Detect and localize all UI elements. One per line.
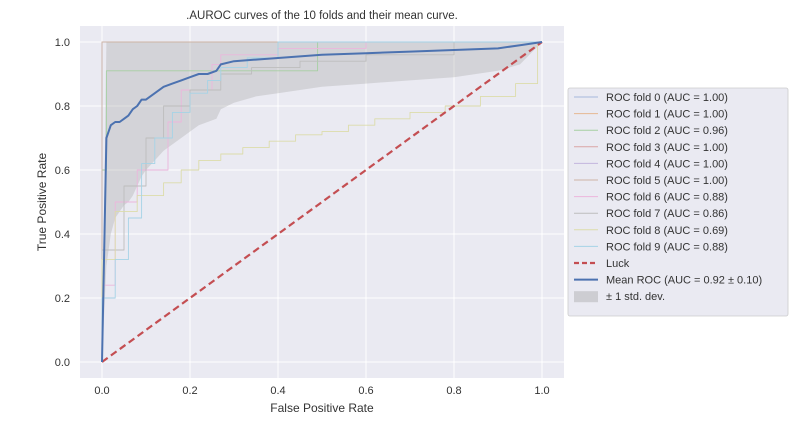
x-axis-label: False Positive Rate — [270, 401, 374, 415]
legend-entry-label: Mean ROC (AUC = 0.92 ± 0.10) — [606, 275, 762, 287]
std-dev-band — [102, 42, 542, 362]
y-tick-label: 0.8 — [55, 101, 70, 113]
legend-entry-label: Luck — [606, 258, 630, 270]
x-tick-label: 0.4 — [270, 385, 285, 397]
y-tick-label: 0.4 — [55, 229, 70, 241]
x-tick-label: 0.6 — [358, 385, 373, 397]
mean-roc-line — [101, 41, 543, 363]
x-tick-label: 0.0 — [94, 385, 109, 397]
x-tick-label: 0.8 — [446, 385, 461, 397]
y-axis-label: True Positive Rate — [35, 153, 49, 252]
luck-line — [101, 41, 543, 363]
fold-roc-line — [101, 41, 542, 362]
y-tick-label: 0.2 — [55, 293, 70, 305]
x-tick-label: 0.2 — [182, 385, 197, 397]
series-layer — [101, 41, 543, 363]
legend-entry-label: ROC fold 0 (AUC = 1.00) — [606, 92, 728, 104]
legend-entry-label: ROC fold 8 (AUC = 0.69) — [606, 225, 728, 237]
legend-box — [567, 87, 789, 317]
legend-entry-label: ROC fold 7 (AUC = 0.86) — [606, 208, 728, 220]
grid — [80, 26, 564, 378]
fold-roc-line — [101, 41, 542, 362]
legend-entry-label: ROC fold 1 (AUC = 1.00) — [606, 109, 728, 121]
chart-title: .AUROC curves of the 10 folds and their … — [186, 10, 458, 22]
legend-entry-label: ROC fold 9 (AUC = 0.88) — [606, 241, 728, 253]
legend-entry-label: ROC fold 2 (AUC = 0.96) — [606, 125, 728, 137]
legend-entry-label: ROC fold 6 (AUC = 0.88) — [606, 192, 728, 204]
legend-entry-label: ROC fold 3 (AUC = 1.00) — [606, 142, 728, 154]
y-tick-label: 0.0 — [55, 357, 70, 369]
y-tick-label: 0.6 — [55, 165, 70, 177]
legend-entry-label: ± 1 std. dev. — [606, 291, 665, 303]
legend-swatch-band — [574, 291, 598, 303]
y-tick-label: 1.0 — [55, 37, 70, 49]
legend-entry-label: ROC fold 4 (AUC = 1.00) — [606, 158, 728, 170]
legend: ROC fold 0 (AUC = 1.00) ROC fold 1 (AUC =… — [567, 87, 789, 317]
legend-entry-label: ROC fold 5 (AUC = 1.00) — [606, 175, 728, 187]
std-band-layer — [102, 42, 542, 362]
legend-items: ROC fold 0 (AUC = 1.00) ROC fold 1 (AUC =… — [574, 92, 762, 303]
x-tick-label: 1.0 — [534, 385, 549, 397]
tick-layer: 0.0 0.2 0.4 0.6 0.8 1.0 0.0 0.2 0.4 0.6 0.8 1.0 — [55, 37, 550, 397]
fold-roc-line — [101, 41, 542, 362]
